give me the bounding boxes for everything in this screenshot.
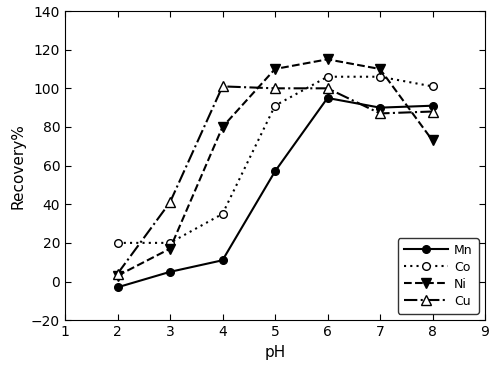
Cu: [324, 86, 330, 91]
Co: [114, 241, 120, 245]
Ni: [430, 138, 436, 143]
Cu: [167, 200, 173, 205]
Co: [272, 103, 278, 108]
Mn: [430, 103, 436, 108]
Cu: [272, 86, 278, 91]
Cu: [430, 109, 436, 114]
Co: [430, 84, 436, 89]
Mn: [377, 105, 383, 110]
Ni: [377, 67, 383, 71]
Line: Co: Co: [114, 73, 436, 247]
Y-axis label: Recovery%: Recovery%: [10, 123, 26, 209]
Co: [324, 74, 330, 79]
Mn: [324, 96, 330, 100]
Mn: [114, 285, 120, 290]
Co: [377, 74, 383, 79]
Mn: [220, 258, 226, 262]
Ni: [114, 273, 120, 278]
X-axis label: pH: pH: [264, 344, 285, 360]
Co: [167, 241, 173, 245]
Cu: [114, 272, 120, 276]
Ni: [324, 57, 330, 61]
Ni: [167, 247, 173, 251]
Ni: [220, 125, 226, 129]
Co: [220, 212, 226, 216]
Mn: [272, 169, 278, 174]
Line: Ni: Ni: [113, 55, 437, 280]
Cu: [377, 111, 383, 116]
Mn: [167, 270, 173, 274]
Legend: Mn, Co, Ni, Cu: Mn, Co, Ni, Cu: [398, 238, 479, 314]
Ni: [272, 67, 278, 71]
Cu: [220, 84, 226, 89]
Line: Cu: Cu: [113, 82, 437, 278]
Line: Mn: Mn: [114, 94, 436, 291]
